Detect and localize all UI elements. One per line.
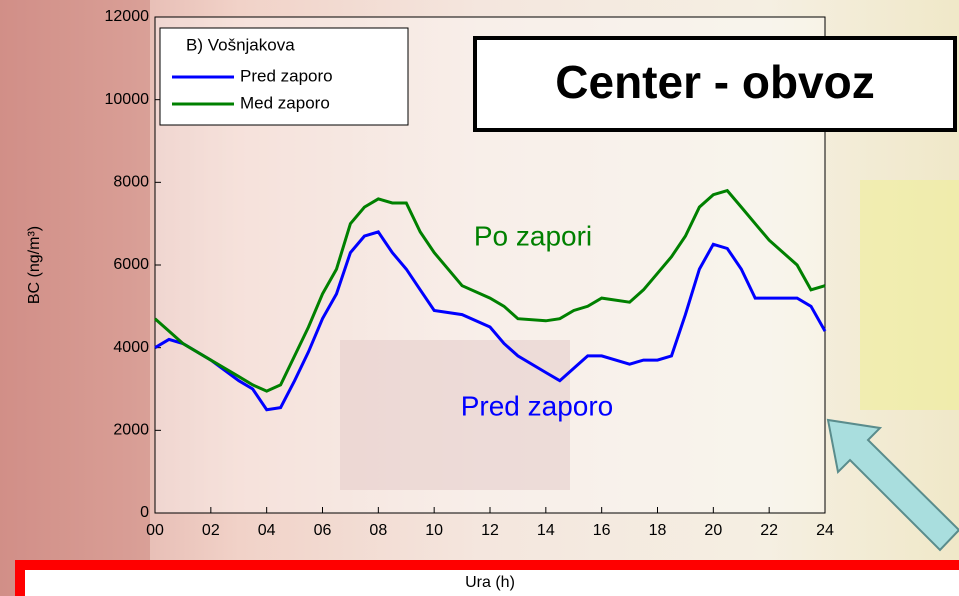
y-tick-label: 0 xyxy=(140,504,149,521)
chart-title: Center - obvoz xyxy=(555,56,874,108)
x-tick-label: 02 xyxy=(202,522,220,539)
x-tick-label: 20 xyxy=(704,522,722,539)
x-axis-label: Ura (h) xyxy=(465,574,515,591)
background-figure xyxy=(860,180,959,410)
x-tick-label: 06 xyxy=(314,522,332,539)
y-tick-label: 2000 xyxy=(113,422,149,439)
legend-label: Pred zaporo xyxy=(240,66,333,85)
legend-label: Med zaporo xyxy=(240,93,330,112)
x-tick-label: 16 xyxy=(593,522,611,539)
y-axis-label: BC (ng/m³) xyxy=(26,226,43,304)
background-wall xyxy=(0,0,150,596)
y-tick-label: 4000 xyxy=(113,339,149,356)
x-tick-label: 12 xyxy=(481,522,499,539)
screenshot: 0 2000 4000 6000 8000 10000 12000 00 02 04 06 08 10 1… xyxy=(0,0,959,596)
x-tick-label: 24 xyxy=(816,522,834,539)
x-tick-label: 04 xyxy=(258,522,276,539)
x-tick-label: 10 xyxy=(425,522,443,539)
y-tick-label: 10000 xyxy=(105,91,150,108)
x-tick-label: 18 xyxy=(649,522,667,539)
x-tick-label: 14 xyxy=(537,522,555,539)
annotation: Po zapori xyxy=(474,220,592,251)
x-tick-label: 08 xyxy=(369,522,387,539)
x-tick-label: 22 xyxy=(760,522,778,539)
legend-title: B) Vošnjakova xyxy=(186,35,295,54)
y-tick-label: 12000 xyxy=(105,8,150,25)
x-tick-label: 00 xyxy=(146,522,164,539)
y-tick-label: 8000 xyxy=(113,174,149,191)
annotation: Pred zaporo xyxy=(461,390,614,421)
y-tick-label: 6000 xyxy=(113,256,149,273)
